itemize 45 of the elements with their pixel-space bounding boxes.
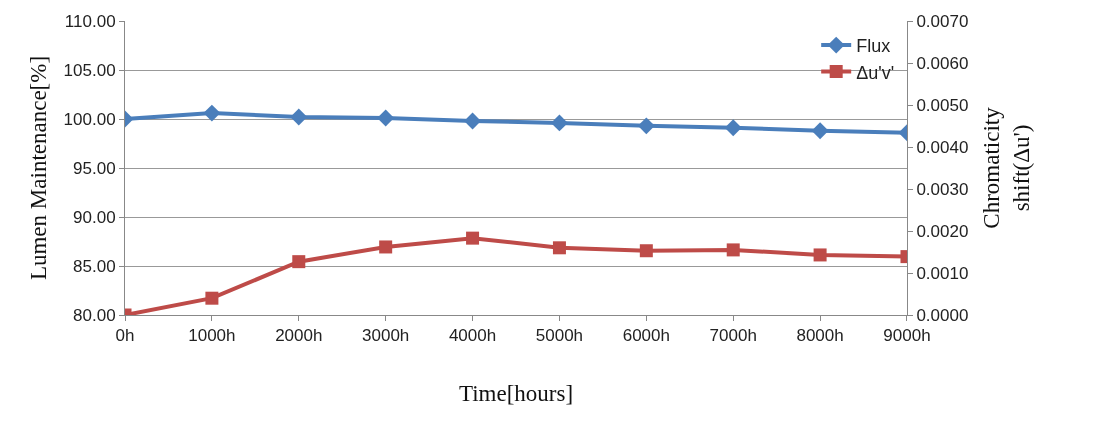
x-tick-label: 6000h [622, 326, 670, 346]
point [466, 231, 480, 245]
point [290, 108, 308, 126]
point [552, 241, 566, 255]
point [726, 243, 740, 257]
point [550, 114, 568, 132]
point [637, 117, 655, 135]
y2-axis-title: Chromaticity shift(Δu') [979, 106, 1034, 229]
y2-tick-label: 0.0000 [916, 305, 969, 325]
y2-tick-label: 0.0060 [916, 53, 969, 73]
point [377, 109, 395, 127]
y2-tick-label: 0.0020 [916, 221, 969, 241]
legend-label: Δu'v' [856, 62, 895, 83]
legend-label: Flux [856, 36, 891, 57]
y-tick-label: 110.00 [64, 11, 116, 31]
y-tick-label: 85.00 [73, 256, 116, 276]
x-tick-label: 8000h [796, 326, 844, 346]
y-tick-label: 95.00 [73, 158, 116, 178]
point [203, 104, 221, 122]
point [724, 119, 742, 137]
point [379, 240, 393, 254]
y2-tick-label: 0.0030 [916, 179, 969, 199]
x-tick-label: 4000h [448, 326, 497, 346]
x-tick-label: 9000h [883, 326, 931, 346]
point [813, 248, 827, 262]
y2-tick-label: 0.0010 [916, 263, 969, 283]
y-tick-label: 100.00 [63, 109, 116, 129]
point [205, 291, 219, 305]
y-tick-label: 105.00 [63, 60, 116, 80]
y2-tick-label: 0.0050 [916, 95, 969, 115]
y-tick-label: 90.00 [73, 207, 116, 227]
y2-tick-label: 0.0040 [916, 137, 969, 157]
x-tick-label: 1000h [188, 326, 236, 346]
x-tick-label: 0h [115, 326, 135, 346]
x-tick-label: 7000h [709, 326, 757, 346]
point [811, 122, 829, 140]
y-axis-title: Lumen Maintenance[%] [26, 55, 52, 281]
point [292, 255, 306, 269]
x-tick-label: 2000h [275, 326, 323, 346]
y2-tick-label: 0.0070 [916, 11, 969, 31]
point [639, 244, 653, 258]
x-axis-title: Time[hours] [458, 381, 574, 406]
y-tick-label: 80.00 [73, 305, 116, 325]
x-tick-label: 5000h [535, 326, 584, 346]
x-tick-label: 3000h [362, 326, 410, 346]
